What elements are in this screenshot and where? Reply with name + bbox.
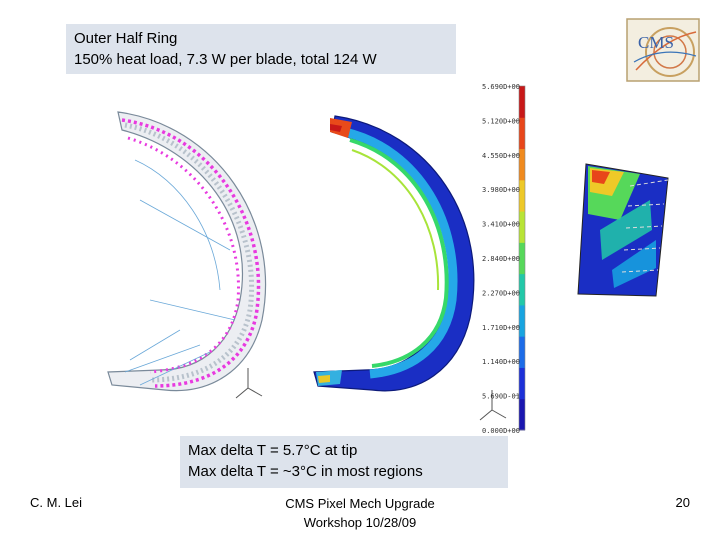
logo-text: CMS [638,33,674,52]
scale-label: 3.980D+00 [482,186,520,194]
color-scale-bar: 5.690D+00 5.120D+00 4.550D+00 3.980D+00 3.41… [482,83,526,435]
scale-label: 5.690D-01 [482,393,520,401]
scale-label: 5.690D+00 [482,83,520,91]
scale-segment [519,242,525,275]
footer-event-line-1: CMS Pixel Mech Upgrade [285,496,435,511]
scale-label: 2.840D+00 [482,255,520,263]
scale-segment [519,336,525,368]
result-line-2: Max delta T = ~3°C in most regions [188,463,423,480]
scale-label: 5.120D+00 [482,117,520,125]
title-box: Outer Half Ring 150% heat load, 7.3 W pe… [66,24,456,74]
blade-detail [577,163,669,297]
scale-label: 1.710D+00 [482,324,520,332]
title-line-1: Outer Half Ring [74,30,178,47]
scale-label: 4.550D+00 [482,152,520,160]
scale-segment [519,367,525,400]
footer-event-line-2: Workshop 10/28/09 [303,515,417,530]
scale-segment [519,398,525,431]
scale-label: 1.140D+00 [482,358,520,366]
mesh-ring-model [107,111,267,399]
scale-label: 0.000D+00 [482,427,520,435]
scale-segment [519,179,525,212]
scale-segment [519,148,525,181]
scale-label: 2.270D+00 [482,289,520,297]
scale-segment [519,273,525,306]
footer-author: C. M. Lei [30,495,83,510]
scale-segment [519,117,525,150]
page-number: 20 [675,495,690,510]
scale-label: 3.410D+00 [482,221,520,229]
scale-segment [519,304,525,337]
title-line-2: 150% heat load, 7.3 W per blade, total 1… [74,51,377,68]
scale-segment [519,86,525,118]
result-line-1: Max delta T = 5.7°C at tip [188,442,358,459]
cms-logo: CMS [626,18,700,82]
scale-segment [519,211,525,243]
result-box: Max delta T = 5.7°C at tip Max delta T =… [180,436,508,488]
contour-ring-model [313,115,507,421]
footer-event: CMS Pixel Mech Upgrade Workshop 10/28/09 [260,494,460,532]
